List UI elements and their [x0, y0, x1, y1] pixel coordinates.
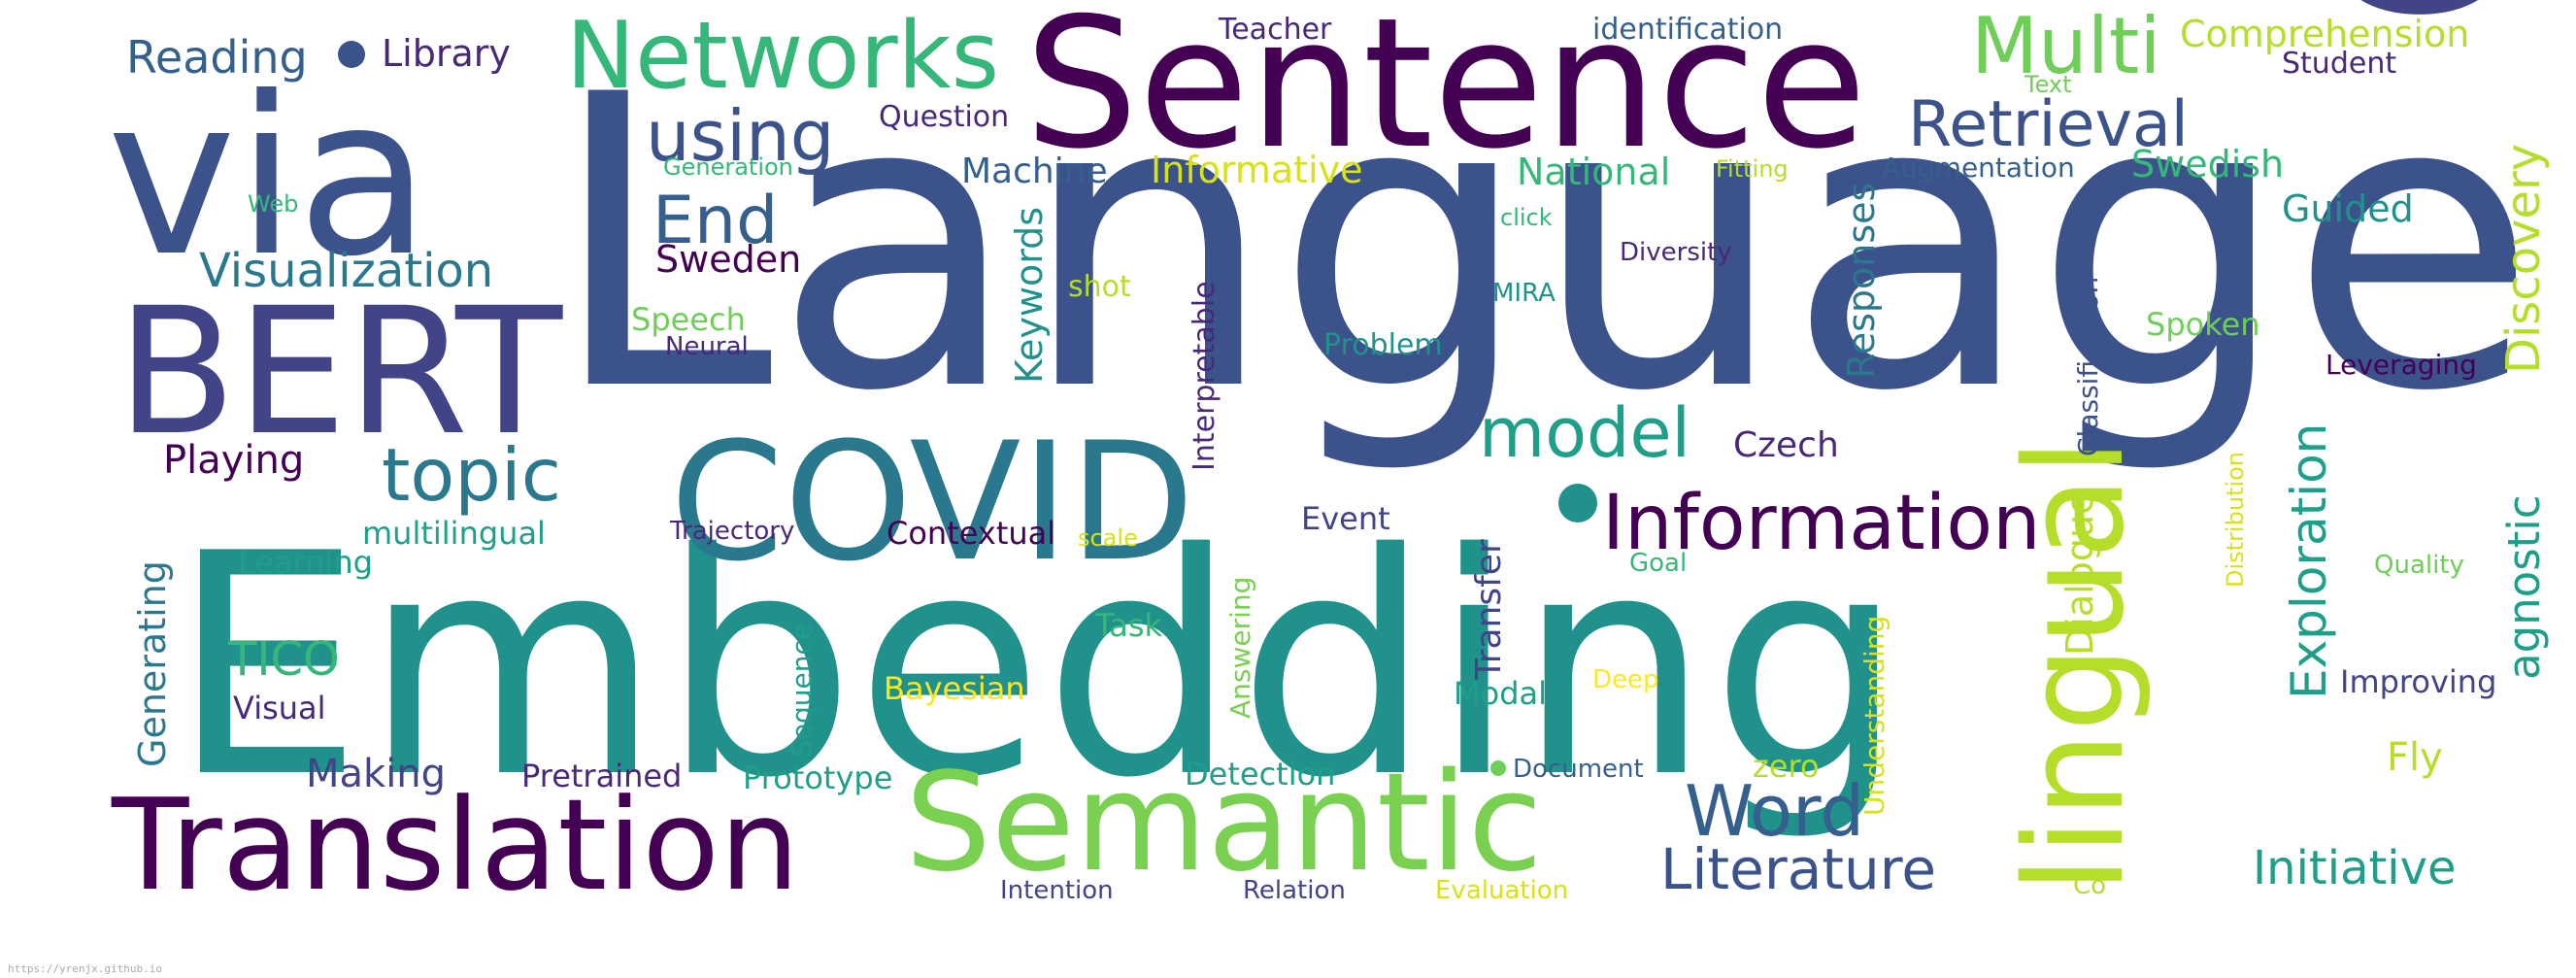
cloud-word-transfer: Transfer — [1469, 539, 1509, 681]
cloud-word-spoken: Spoken — [2146, 306, 2260, 343]
cloud-word-augmentation: Augmentation — [1882, 152, 2075, 184]
cloud-word-intention: Intention — [1000, 876, 1114, 905]
cloud-word-language: Language — [549, 10, 2537, 479]
cloud-word-neural: Neural — [665, 332, 749, 361]
cloud-word-deep: Deep — [1592, 665, 1659, 694]
dot-mark — [1490, 760, 1506, 776]
cloud-word-literature: Literature — [1660, 836, 1936, 902]
cloud-word-improving: Improving — [2340, 663, 2496, 700]
cloud-word-visual: Visual — [233, 690, 326, 726]
cloud-word-topic: topic — [382, 432, 561, 518]
cloud-word-retrieval: Retrieval — [1908, 88, 2189, 161]
cloud-word-prototype: Prototype — [743, 759, 892, 796]
cloud-word-keywords: Keywords — [1008, 207, 1051, 384]
cloud-word-sequence: Sequence — [786, 624, 818, 758]
cloud-word-student: Student — [2282, 47, 2396, 81]
cloud-word-fitting: Fitting — [1716, 155, 1789, 183]
cloud-word-discovery: Discovery — [2496, 144, 2551, 374]
cloud-word-covid: COVID — [670, 407, 1194, 597]
cloud-word-multi: Multi — [1971, 1, 2161, 91]
cloud-word-tico: TICO — [227, 632, 340, 687]
cloud-word-end: End — [652, 183, 778, 259]
cloud-word-fly: Fly — [2387, 735, 2443, 780]
cloud-word-networks: Networks — [566, 3, 999, 110]
cloud-word-reading: Reading — [126, 31, 308, 84]
cloud-word-trajectory: Trajectory — [669, 517, 794, 546]
cloud-word-mira: MIRA — [1492, 279, 1556, 308]
cloud-word-bayesian: Bayesian — [884, 670, 1025, 707]
cloud-word-responses: Responses — [1840, 183, 1883, 379]
cloud-word-informative: Informative — [1151, 149, 1363, 191]
cloud-word-identification: identification — [1592, 13, 1783, 47]
cloud-word-detection: Detection — [1185, 756, 1335, 793]
cloud-word-cross: Cross — [2271, 0, 2576, 29]
cloud-word-relation: Relation — [1243, 876, 1346, 905]
cloud-word-web: Web — [248, 190, 298, 218]
cloud-word-pretrained: Pretrained — [521, 758, 682, 794]
cloud-word-playing: Playing — [163, 438, 304, 483]
cloud-word-interpretable: Interpretable — [1188, 281, 1221, 471]
cloud-word-czech: Czech — [1733, 425, 1839, 465]
cloud-word-scale: scale — [1078, 524, 1138, 552]
cloud-word-quality: Quality — [2374, 551, 2464, 580]
cloud-word-making: Making — [306, 752, 446, 796]
cloud-word-question: Question — [879, 100, 1009, 134]
cloud-word-leveraging: Leveraging — [2325, 349, 2477, 381]
dot-mark — [338, 41, 365, 68]
cloud-word-problem: Problem — [1323, 328, 1443, 362]
cloud-word-text: Text — [2024, 71, 2072, 98]
cloud-word-distribution: Distribution — [2222, 452, 2249, 588]
cloud-word-comprehension: Comprehension — [2180, 13, 2469, 55]
cloud-word-click: click — [1500, 204, 1553, 231]
cloud-word-dialogue: Dialogue — [2058, 492, 2101, 657]
cloud-word-using: using — [646, 95, 834, 177]
cloud-word-multilingual: multilingual — [362, 515, 546, 552]
cloud-word-generation: Generation — [663, 153, 793, 181]
cloud-word-translation: Translation — [111, 771, 799, 919]
cloud-word-swedish: Swedish — [2131, 143, 2284, 185]
cloud-word-semantic: Semantic — [905, 744, 1543, 902]
cloud-word-contextual: Contextual — [887, 515, 1055, 552]
cloud-word-bert: BERT — [117, 271, 563, 474]
cloud-word-classification: Classification — [2072, 277, 2104, 456]
cloud-word-visualization: Visualization — [199, 244, 493, 298]
cloud-word-library: Library — [382, 32, 511, 75]
cloud-word-sweden: Sweden — [655, 238, 801, 281]
cloud-word-information: Information — [1602, 480, 2041, 567]
cloud-word-modal: Modal — [1454, 675, 1547, 712]
cloud-word-understanding: Understanding — [1858, 616, 1890, 816]
cloud-word-generating: Generating — [131, 560, 174, 767]
cloud-word-shot: shot — [1068, 270, 1131, 304]
cloud-word-agnostic: agnostic — [2498, 494, 2550, 680]
cloud-word-co: Co — [2073, 871, 2106, 900]
cloud-word-goal: Goal — [1629, 549, 1687, 578]
cloud-word-answering: Answering — [1224, 577, 1256, 719]
cloud-word-teacher: Teacher — [1218, 13, 1332, 47]
cloud-word-evaluation: Evaluation — [1435, 876, 1568, 905]
cloud-word-initiative: Initiative — [2253, 841, 2457, 895]
cloud-word-event: Event — [1301, 500, 1390, 537]
cloud-word-machine: Machine — [961, 152, 1108, 191]
cloud-word-national: National — [1517, 151, 1670, 193]
cloud-word-via: via — [107, 51, 431, 305]
cloud-word-speech: Speech — [631, 301, 746, 338]
cloud-word-lingual: lingual — [1996, 438, 2155, 894]
footer-url: https://yrenjx.github.io — [8, 962, 162, 975]
cloud-word-diversity: Diversity — [1620, 238, 1732, 267]
cloud-word-guided: Guided — [2282, 187, 2414, 230]
cloud-word-exploration: Exploration — [2281, 423, 2337, 699]
cloud-word-document: Document — [1513, 755, 1644, 784]
cloud-word-embedding: Embedding — [170, 489, 1905, 845]
cloud-word-zero: zero — [1753, 748, 1820, 785]
word-cloud-dots — [338, 41, 1597, 776]
cloud-word-learning: Learning — [238, 544, 373, 581]
cloud-word-task: Task — [1094, 607, 1163, 644]
dot-mark — [1558, 484, 1597, 523]
cloud-word-sentence: Sentence — [1024, 0, 1867, 188]
cloud-word-word: Word — [1685, 770, 1864, 852]
cloud-word-model: model — [1479, 393, 1690, 473]
